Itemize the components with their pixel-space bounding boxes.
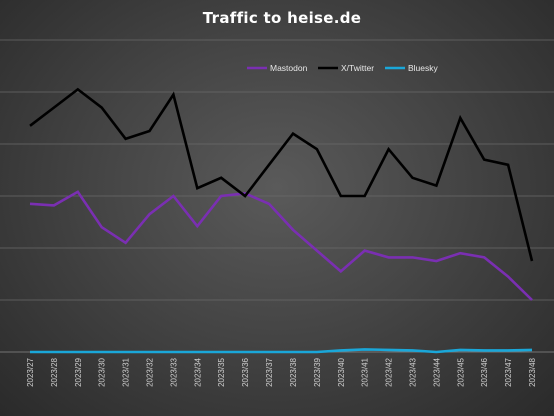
x-tick-label: 2023/40 <box>337 357 346 386</box>
legend-label: Bluesky <box>408 63 439 73</box>
x-tick-label: 2023/30 <box>98 357 107 386</box>
x-tick-label: 2023/37 <box>265 357 274 386</box>
x-tick-label: 2023/43 <box>408 357 417 386</box>
series-lines <box>29 87 534 354</box>
x-tick-label: 2023/29 <box>74 357 83 386</box>
x-tick-label: 2023/38 <box>289 357 298 386</box>
x-tick-label: 2023/41 <box>361 357 370 386</box>
x-tick-label: 2023/32 <box>146 357 155 386</box>
series-line-x-twitter <box>29 87 534 262</box>
x-tick-label: 2023/33 <box>169 357 178 386</box>
x-tick-label: 2023/48 <box>528 357 537 386</box>
x-tick-label: 2023/44 <box>432 357 441 386</box>
x-tick-label: 2023/36 <box>241 357 250 386</box>
x-tick-label: 2023/46 <box>480 357 489 386</box>
x-tick-label: 2023/42 <box>385 357 394 386</box>
legend-label: Mastodon <box>270 63 308 73</box>
legend-label: X/Twitter <box>341 63 374 73</box>
series-line-bluesky <box>30 348 533 354</box>
chart-title: Traffic to heise.de <box>203 9 362 27</box>
legend: Mastodon X/Twitter Bluesky <box>247 63 439 73</box>
x-tick-label: 2023/47 <box>504 357 513 386</box>
x-axis-ticks: 2023/27 2023/28 2023/29 2023/30 2023/31 2023/… <box>26 357 537 386</box>
x-tick-label: 2023/45 <box>456 357 465 386</box>
x-tick-label: 2023/28 <box>50 357 59 386</box>
x-tick-label: 2023/39 <box>313 357 322 386</box>
series-line-mastodon <box>29 190 533 301</box>
gridlines <box>0 39 554 353</box>
x-tick-label: 2023/27 <box>26 357 35 386</box>
x-tick-label: 2023/35 <box>217 357 226 386</box>
x-tick-label: 2023/34 <box>193 357 202 386</box>
x-tick-label: 2023/31 <box>122 357 131 386</box>
